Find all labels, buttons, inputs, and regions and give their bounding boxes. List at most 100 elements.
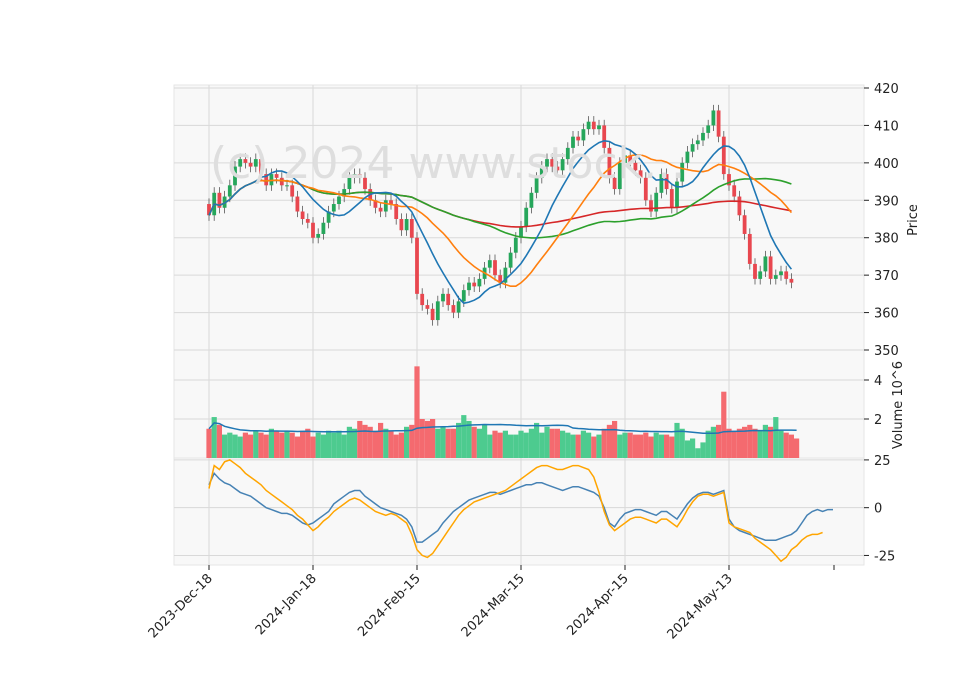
volume-bar <box>409 424 415 458</box>
volume-bar <box>794 438 800 458</box>
candle-body <box>409 219 414 238</box>
volume-bar <box>554 428 560 458</box>
candle-body <box>331 204 336 212</box>
volume-bar <box>211 417 217 458</box>
volume-bar <box>586 432 592 458</box>
candle-body <box>441 293 445 302</box>
volume-bar <box>242 432 248 458</box>
volume-bar <box>320 434 326 458</box>
candle-body <box>560 159 565 171</box>
volume-bar <box>534 422 540 458</box>
volume-bar <box>570 434 576 458</box>
volume-bar <box>653 432 659 458</box>
candle-body <box>597 125 601 130</box>
candle-body <box>695 140 700 145</box>
candle-body <box>456 301 461 313</box>
volume-bar <box>315 432 321 458</box>
candle-body <box>399 219 404 231</box>
candle-body <box>550 159 555 167</box>
volume-bar <box>638 434 644 458</box>
candle-body <box>513 237 518 253</box>
oscillator-line-slow <box>208 459 823 563</box>
candle-body <box>467 282 471 291</box>
candle-body <box>737 196 742 216</box>
volume-bar <box>206 428 212 458</box>
candle-body <box>316 233 321 238</box>
volume-bar <box>544 426 550 458</box>
volume-bar <box>508 434 514 458</box>
candle-body <box>539 166 544 178</box>
volume-bar <box>352 428 358 458</box>
volume-bar <box>731 430 737 458</box>
candle-body <box>503 267 508 283</box>
candle-body <box>238 159 243 167</box>
candle-body <box>633 162 638 171</box>
candle-body <box>274 174 279 178</box>
candle-body <box>581 129 586 141</box>
volume-bar <box>404 426 410 458</box>
volume-bar <box>539 432 545 458</box>
volume-bar <box>502 430 508 458</box>
candle-body <box>617 162 622 190</box>
candle-body <box>420 293 425 306</box>
candle-body <box>758 271 763 279</box>
volume-bar <box>232 434 238 458</box>
volume-bar <box>341 434 347 458</box>
volume-bar <box>617 434 623 458</box>
volume-bar <box>778 430 784 458</box>
candle-body <box>415 237 419 294</box>
volume-bar <box>742 426 748 458</box>
volume-bar <box>762 424 768 458</box>
candle-body <box>773 275 778 279</box>
price-tick-label: 360 <box>874 307 899 322</box>
candle-body <box>357 174 362 178</box>
candle-body <box>706 125 711 133</box>
candle-body <box>389 200 393 205</box>
volume-bar <box>450 428 456 458</box>
candle-body <box>571 136 575 148</box>
volume-bar <box>591 436 597 458</box>
candle-body <box>243 159 248 163</box>
volume-bar <box>648 436 654 458</box>
volume-bar <box>362 424 368 458</box>
volume-bar <box>300 430 306 458</box>
candle-body <box>519 226 523 238</box>
volume-bar <box>528 428 534 458</box>
candle-body <box>727 174 731 186</box>
candle-body <box>649 200 653 212</box>
x-tick-label: 2024-Jan-18 <box>253 571 320 638</box>
volume-bar <box>643 432 649 458</box>
volume-bar <box>326 430 332 458</box>
candle-body <box>675 181 679 208</box>
volume-bar <box>279 432 285 458</box>
candle-body <box>404 219 409 231</box>
candle-body <box>643 177 648 201</box>
candle-body <box>295 196 300 212</box>
x-tick-label: 2023-Dec-18 <box>146 571 216 641</box>
volume-bar <box>305 428 311 458</box>
price-tick-label: 400 <box>874 157 899 172</box>
volume-bar <box>367 426 373 458</box>
price-tick-label: 420 <box>874 82 899 97</box>
price-tick-label: 370 <box>874 269 899 284</box>
volume-bar <box>430 419 436 458</box>
candle-body <box>373 200 378 208</box>
price-tick-label: 350 <box>874 344 899 359</box>
candle-body <box>207 204 211 216</box>
volume-bar <box>216 424 222 458</box>
volume-bar <box>419 419 425 458</box>
volume-bar <box>378 422 384 458</box>
volume-bar <box>424 420 430 458</box>
candle-body <box>227 185 232 197</box>
candle-body <box>529 192 534 208</box>
volume-bar <box>768 426 774 458</box>
volume-bar <box>690 438 696 458</box>
volume-bar <box>482 424 488 458</box>
candle-body <box>690 144 695 152</box>
price-axis-label: Price <box>906 204 921 236</box>
candle-body <box>664 174 669 190</box>
oscillator-tick-label: -25 <box>874 549 895 564</box>
candle-body <box>383 200 388 212</box>
candle-body <box>555 166 560 171</box>
candle-body <box>477 278 482 287</box>
